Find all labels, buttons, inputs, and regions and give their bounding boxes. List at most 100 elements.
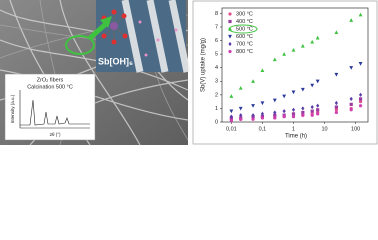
- point: [310, 83, 315, 88]
- point: [282, 109, 286, 114]
- x-tick-label: 10: [322, 126, 328, 132]
- point: [315, 79, 320, 84]
- point: [251, 79, 255, 83]
- point: [358, 104, 363, 108]
- xrd-inset: ZrO₂ fibers Calcination 500 °C Intensity…: [4, 73, 96, 141]
- y-tick-label: 8: [215, 11, 218, 17]
- point: [349, 66, 354, 70]
- legend-label: 700 °C: [236, 41, 253, 47]
- point: [310, 39, 315, 44]
- zoom-arrow: [65, 16, 112, 55]
- point: [358, 97, 363, 101]
- point: [229, 94, 234, 98]
- y-tick-label: 5: [215, 52, 218, 58]
- point: [316, 112, 320, 116]
- legend-marker: [228, 34, 232, 39]
- point: [334, 108, 338, 112]
- x-tick-label: 1: [292, 126, 295, 132]
- point: [273, 113, 277, 117]
- y-tick-label: 7: [215, 24, 218, 30]
- legend-label: 300 °C: [236, 11, 253, 17]
- point: [334, 105, 338, 109]
- point: [334, 30, 339, 35]
- x-tick-label: 0,1: [259, 126, 267, 132]
- point: [291, 114, 296, 119]
- x-tick-label: 0,01: [226, 126, 237, 132]
- point: [358, 92, 363, 97]
- point: [358, 62, 363, 66]
- point: [349, 18, 354, 22]
- x-axis-label: Time (h): [285, 134, 307, 140]
- point: [358, 100, 363, 104]
- legend-highlight: [228, 24, 258, 34]
- molecule-label: Sb[OH]₆: [98, 56, 133, 66]
- point: [282, 94, 287, 99]
- molecule-inset: Sb[OH]₆: [96, 0, 191, 73]
- y-axis-label: Sb(V) uptake (mg/g): [201, 38, 207, 92]
- point: [291, 112, 296, 116]
- point: [334, 72, 339, 77]
- point: [291, 47, 296, 52]
- point: [349, 108, 353, 112]
- point: [301, 106, 305, 111]
- inset-subtitle: Calcination 500 °C: [27, 84, 73, 90]
- y-tick-label: 4: [215, 65, 218, 71]
- legend-label: 800 °C: [236, 49, 253, 55]
- point: [229, 109, 234, 114]
- point: [358, 12, 363, 17]
- legend-label: 600 °C: [236, 34, 253, 40]
- point: [316, 103, 320, 108]
- point: [282, 52, 287, 56]
- legend-marker: [228, 19, 232, 24]
- y-tick-label: 6: [215, 38, 218, 44]
- point: [251, 113, 255, 118]
- y-tick-label: 1: [215, 106, 218, 112]
- y-tick-label: 2: [215, 92, 218, 98]
- point: [301, 110, 305, 115]
- point: [239, 117, 243, 121]
- point: [272, 98, 277, 103]
- point: [260, 101, 265, 106]
- point: [310, 113, 314, 117]
- point: [301, 113, 305, 117]
- inset-title: ZrO₂ fibers: [37, 77, 64, 83]
- point: [273, 110, 277, 115]
- point: [310, 109, 314, 113]
- point: [229, 119, 233, 123]
- point: [251, 117, 255, 121]
- point: [334, 110, 338, 115]
- legend-marker: [228, 49, 232, 54]
- x-tick-label: 100: [351, 126, 360, 132]
- legend-label: 400 °C: [236, 19, 253, 25]
- legend-marker: [228, 41, 232, 47]
- point: [229, 114, 233, 119]
- y-tick-label: 3: [215, 79, 218, 85]
- point: [300, 87, 305, 92]
- point: [316, 108, 320, 112]
- point: [315, 35, 320, 40]
- point: [238, 85, 243, 90]
- y-tick-label: 0: [215, 119, 218, 125]
- point: [239, 113, 243, 118]
- point: [349, 102, 353, 106]
- inset-x-label: 2θ (°): [49, 132, 61, 137]
- point: [273, 116, 277, 120]
- point: [291, 107, 296, 112]
- point: [260, 68, 265, 73]
- point: [282, 114, 286, 119]
- chart-panel: [192, 0, 378, 145]
- legend-label: 500 °C: [236, 26, 253, 32]
- inset-y-label: Intensity (a.u.): [10, 94, 15, 123]
- point: [260, 116, 265, 120]
- point: [260, 111, 265, 116]
- point: [251, 104, 255, 108]
- point: [272, 57, 277, 62]
- graphical-abstract: Sb[OH]₆ ZrO₂ fibers Calcination 500 °C I…: [0, 0, 378, 145]
- point: [291, 90, 296, 95]
- point: [349, 96, 353, 102]
- point: [238, 106, 243, 111]
- legend-marker: [228, 12, 232, 16]
- plot-frame: [221, 7, 369, 123]
- point: [334, 100, 338, 106]
